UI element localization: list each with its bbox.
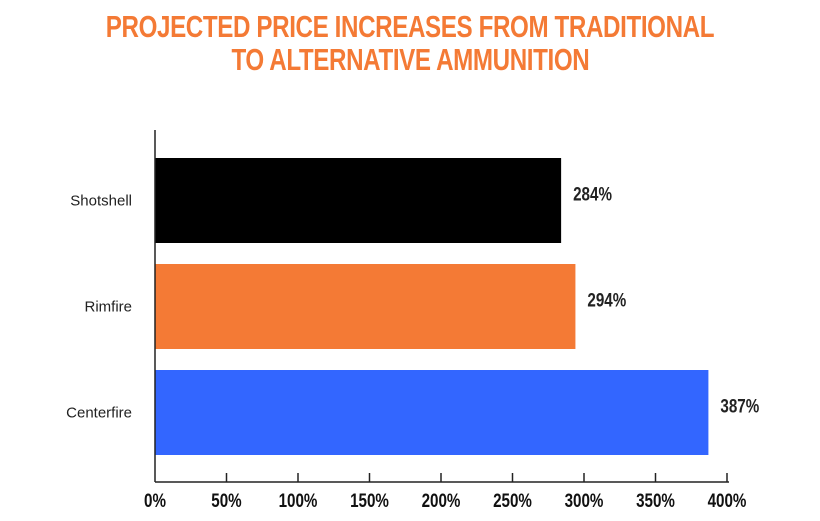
x-tick-label: 200% [422,489,461,511]
x-tick-label: 150% [350,489,389,511]
chart-title-line-1: PROJECTED PRICE INCREASES FROM TRADITION… [105,9,715,44]
bar-centerfire [155,370,709,455]
category-label: Shotshell [70,193,132,210]
category-label: Centerfire [66,405,132,422]
data-label: 387% [720,395,759,417]
chart-title-line-2: TO ALTERNATIVE AMMUNITION [231,42,589,77]
x-tick-label: 350% [636,489,675,511]
data-label: 294% [587,289,626,311]
x-tick-label: 100% [279,489,318,511]
chart-title: PROJECTED PRICE INCREASES FROM TRADITION… [0,10,820,76]
x-tick-label: 50% [211,489,241,511]
x-tick-label: 300% [565,489,604,511]
x-tick-label: 0% [144,489,166,511]
x-tick-label: 250% [493,489,532,511]
x-tick-label: 400% [708,489,747,511]
bar-rimfire [155,264,576,349]
bar-shotshell [155,158,562,243]
data-label: 284% [573,183,612,205]
category-label: Rimfire [85,299,133,316]
